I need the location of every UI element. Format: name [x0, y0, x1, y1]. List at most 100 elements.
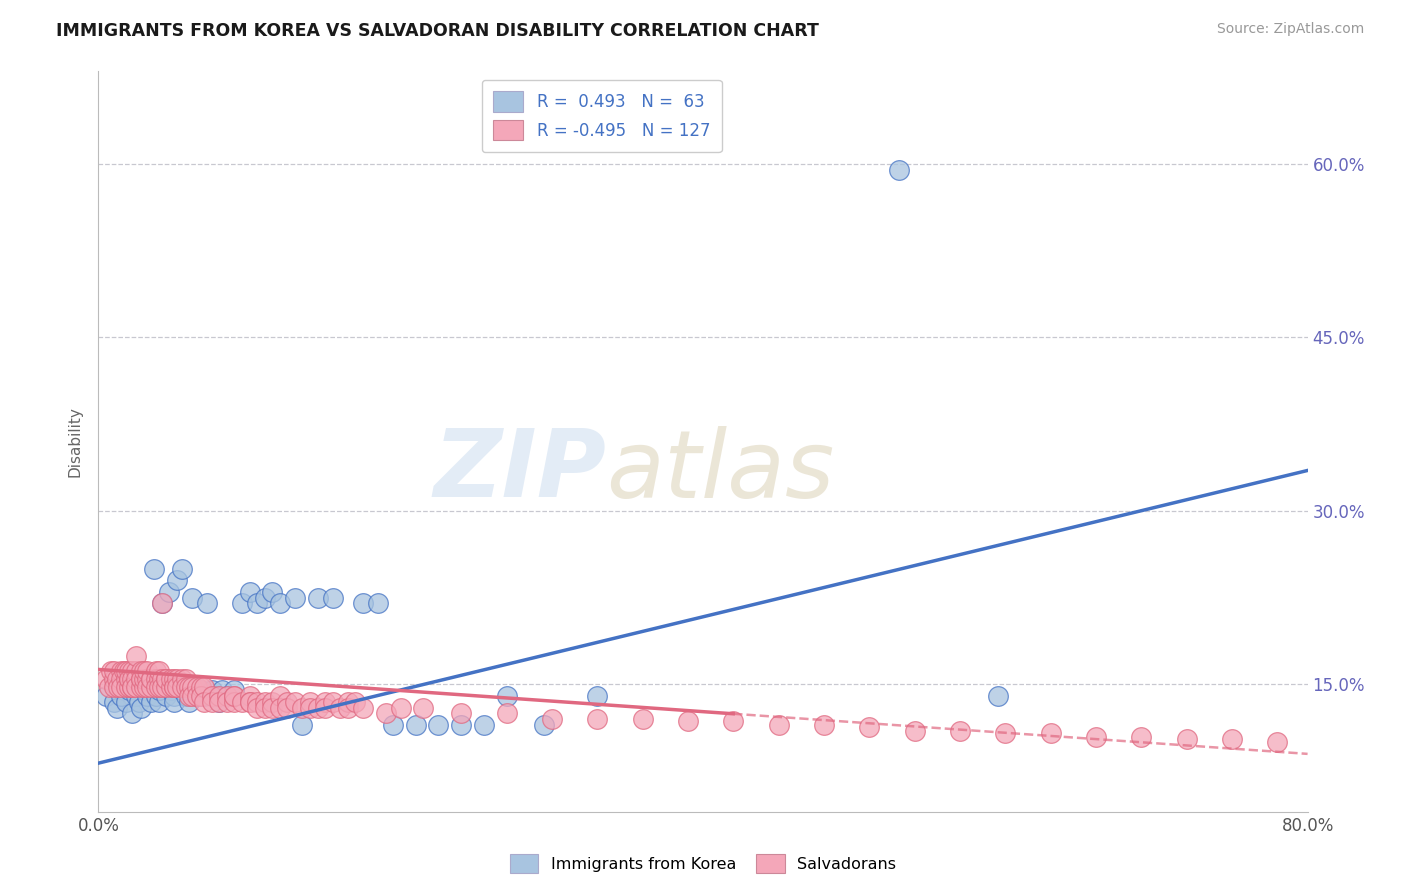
Point — [299, 695, 322, 709]
Point — [129, 700, 152, 714]
Point — [450, 718, 472, 732]
Point — [103, 677, 125, 691]
Point — [239, 585, 262, 599]
Point — [367, 597, 389, 611]
Point — [105, 672, 128, 686]
Point — [586, 689, 609, 703]
Point — [246, 597, 269, 611]
Point — [904, 723, 927, 738]
Point — [110, 672, 132, 686]
Point — [262, 700, 284, 714]
Point — [110, 689, 132, 703]
Point — [224, 689, 246, 703]
Point — [231, 597, 253, 611]
Point — [135, 689, 157, 703]
Point — [141, 695, 163, 709]
Point — [450, 706, 472, 721]
Point — [676, 714, 699, 729]
Point — [155, 680, 177, 694]
Point — [114, 672, 136, 686]
Text: ZIP: ZIP — [433, 425, 606, 517]
Point — [190, 689, 212, 703]
Point — [412, 700, 434, 714]
Point — [145, 680, 167, 694]
Point — [170, 683, 193, 698]
Point — [284, 591, 307, 605]
Point — [148, 695, 170, 709]
Point — [253, 591, 276, 605]
Point — [291, 700, 314, 714]
Point — [125, 689, 148, 703]
Point — [150, 597, 173, 611]
Point — [352, 597, 374, 611]
Point — [231, 695, 253, 709]
Point — [344, 695, 367, 709]
Point — [215, 689, 238, 703]
Point — [276, 700, 298, 714]
Point — [205, 689, 228, 703]
Point — [269, 700, 291, 714]
Point — [148, 664, 170, 678]
Point — [150, 680, 173, 694]
Point — [145, 689, 167, 703]
Point — [190, 683, 212, 698]
Point — [314, 700, 336, 714]
Point — [166, 680, 188, 694]
Legend: Immigrants from Korea, Salvadorans: Immigrants from Korea, Salvadorans — [503, 847, 903, 880]
Point — [193, 680, 215, 694]
Point — [145, 664, 167, 678]
Point — [190, 680, 212, 694]
Point — [114, 695, 136, 709]
Point — [533, 718, 555, 732]
Point — [129, 664, 152, 678]
Point — [163, 680, 186, 694]
Point — [299, 700, 322, 714]
Point — [208, 689, 231, 703]
Point — [125, 672, 148, 686]
Point — [174, 672, 197, 686]
Point — [121, 706, 143, 721]
Text: IMMIGRANTS FROM KOREA VS SALVADORAN DISABILITY CORRELATION CHART: IMMIGRANTS FROM KOREA VS SALVADORAN DISA… — [56, 22, 820, 40]
Point — [858, 720, 880, 734]
Point — [103, 695, 125, 709]
Point — [186, 680, 208, 694]
Point — [329, 700, 352, 714]
Point — [143, 562, 166, 576]
Point — [148, 683, 170, 698]
Point — [118, 672, 141, 686]
Point — [114, 664, 136, 678]
Point — [174, 689, 197, 703]
Point — [170, 672, 193, 686]
Point — [284, 695, 307, 709]
Point — [94, 672, 117, 686]
Point — [472, 718, 495, 732]
Point — [150, 672, 173, 686]
Point — [768, 718, 790, 732]
Point — [495, 706, 517, 721]
Point — [723, 714, 745, 729]
Text: Source: ZipAtlas.com: Source: ZipAtlas.com — [1216, 22, 1364, 37]
Point — [322, 591, 344, 605]
Point — [121, 664, 143, 678]
Point — [103, 680, 125, 694]
Point — [141, 672, 163, 686]
Point — [94, 689, 117, 703]
Point — [179, 689, 201, 703]
Point — [118, 683, 141, 698]
Point — [155, 689, 177, 703]
Point — [239, 695, 262, 709]
Point — [125, 648, 148, 663]
Point — [1130, 730, 1153, 744]
Point — [132, 664, 155, 678]
Point — [246, 695, 269, 709]
Point — [110, 664, 132, 678]
Point — [427, 718, 450, 732]
Point — [121, 672, 143, 686]
Point — [1267, 735, 1289, 749]
Point — [174, 680, 197, 694]
Point — [121, 680, 143, 694]
Point — [269, 689, 291, 703]
Point — [631, 712, 654, 726]
Point — [118, 664, 141, 678]
Point — [322, 695, 344, 709]
